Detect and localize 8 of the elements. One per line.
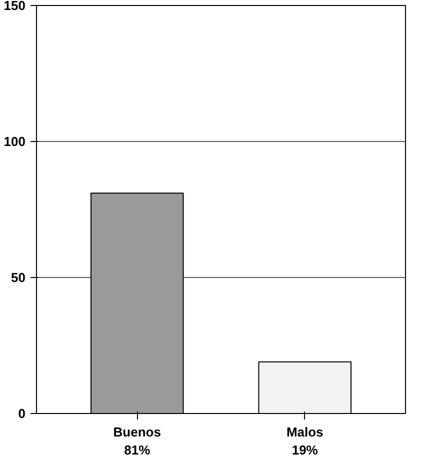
y-tick-label: 150 (4, 0, 26, 13)
y-tick-label: 50 (11, 270, 26, 285)
y-tick-label: 100 (4, 134, 26, 149)
x-tick-label: Malos (286, 424, 324, 440)
y-tick-label: 0 (18, 406, 26, 421)
x-tick-label: Buenos (113, 424, 161, 440)
data-label: 19% (292, 442, 318, 458)
data-label: 81% (124, 442, 151, 458)
